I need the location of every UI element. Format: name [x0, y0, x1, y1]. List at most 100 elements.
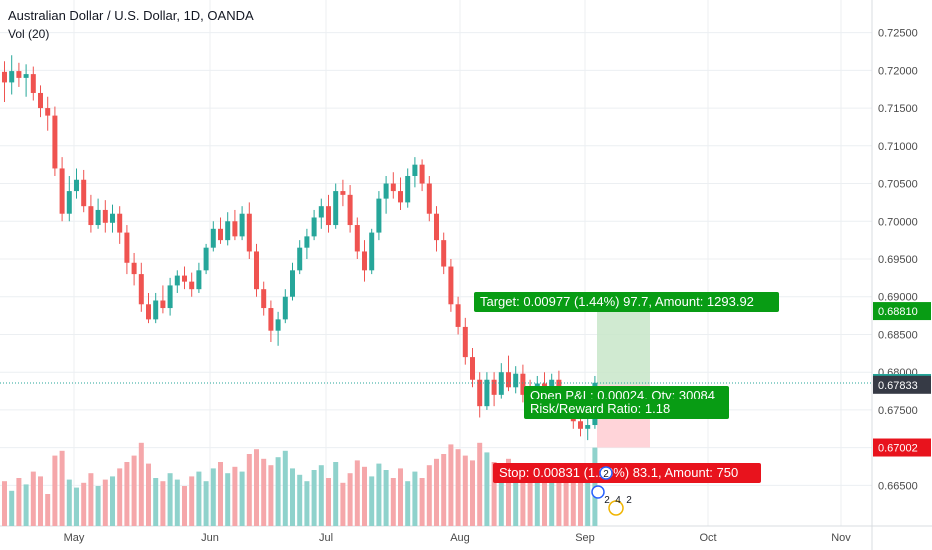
stop-label-bg[interactable] [493, 463, 761, 483]
candle-body[interactable] [218, 228, 223, 241]
candle-body[interactable] [45, 108, 51, 116]
flag-icon[interactable] [591, 485, 605, 499]
candle-body[interactable] [196, 270, 202, 290]
price-tag-label: 0.67833 [878, 380, 918, 392]
volume-bar [9, 490, 15, 526]
volume-indicator-label[interactable]: Vol (20) [8, 27, 50, 41]
candle-body[interactable] [405, 175, 411, 203]
candle-body[interactable] [88, 206, 94, 226]
flag-icon[interactable] [608, 500, 624, 516]
volume-bar [513, 468, 519, 526]
candle-body[interactable] [232, 221, 238, 237]
candle-body[interactable] [95, 209, 101, 226]
candle-body[interactable] [333, 191, 339, 226]
candle-body[interactable] [318, 206, 324, 218]
candle-body[interactable] [462, 326, 468, 358]
candle-body[interactable] [434, 213, 439, 241]
candle-body[interactable] [290, 270, 295, 297]
candle-body[interactable] [419, 164, 425, 184]
candle-body[interactable] [578, 421, 583, 429]
x-tick-label: Jul [319, 532, 333, 544]
target-zone[interactable] [597, 311, 650, 385]
price-tag-dark[interactable] [873, 375, 931, 394]
risk-reward-label-bg[interactable] [524, 399, 729, 419]
candle-body[interactable] [131, 262, 137, 275]
candle-body[interactable] [210, 228, 216, 248]
candle-body[interactable] [362, 251, 367, 271]
price-tag-target[interactable] [873, 302, 931, 321]
candle-body[interactable] [304, 236, 310, 248]
candle-body[interactable] [160, 300, 166, 309]
candle-body[interactable] [102, 209, 108, 223]
candle-body[interactable] [340, 191, 346, 195]
candle-body[interactable] [261, 289, 267, 309]
candle-body[interactable] [513, 373, 519, 388]
candle-body[interactable] [477, 379, 483, 407]
candle-body[interactable] [189, 281, 195, 290]
volume-bar [304, 481, 310, 526]
candle-body[interactable] [491, 379, 497, 395]
candle-body[interactable] [585, 425, 591, 429]
candle-body[interactable] [426, 183, 432, 214]
candle-body[interactable] [390, 183, 396, 192]
volume-bar [448, 444, 454, 526]
candle-body[interactable] [297, 247, 303, 271]
candle-body[interactable] [254, 251, 259, 290]
candle-body[interactable] [376, 198, 382, 233]
candle-body[interactable] [38, 92, 43, 109]
candle-body[interactable] [239, 213, 245, 237]
candle-body[interactable] [153, 300, 159, 320]
candle-body[interactable] [52, 115, 58, 169]
candle-body[interactable] [23, 74, 29, 78]
candle-body[interactable] [117, 213, 123, 233]
price-tag-stop[interactable] [873, 438, 931, 457]
candle-body[interactable] [138, 274, 144, 305]
candle-body[interactable] [81, 179, 87, 207]
candle-body[interactable] [66, 191, 72, 214]
y-tick-label: 0.72500 [878, 28, 918, 40]
volume-bar [333, 462, 339, 526]
event-marker-count: 2 [604, 495, 610, 506]
candle-body[interactable] [448, 266, 454, 305]
candle-body[interactable] [412, 164, 418, 176]
candle-body[interactable] [498, 372, 504, 395]
candle-body[interactable] [398, 191, 403, 203]
candle-body[interactable] [16, 71, 22, 78]
candle-body[interactable] [470, 357, 475, 380]
candle-body[interactable] [59, 168, 65, 214]
candle-body[interactable] [246, 213, 252, 252]
y-tick-label: 0.70000 [878, 216, 918, 228]
candle-body[interactable] [275, 319, 281, 331]
candle-body[interactable] [369, 232, 375, 271]
candle-body[interactable] [167, 285, 173, 309]
target-label-bg[interactable] [474, 292, 779, 312]
candle-body[interactable] [326, 206, 331, 226]
candle-body[interactable] [549, 379, 555, 392]
plot-area[interactable] [0, 0, 872, 526]
candle-body[interactable] [383, 183, 389, 199]
candle-body[interactable] [441, 240, 447, 267]
candle-body[interactable] [354, 225, 360, 252]
candle-body[interactable] [174, 275, 180, 286]
candle-body[interactable] [455, 304, 461, 327]
candle-body[interactable] [225, 221, 231, 241]
candle-body[interactable] [9, 71, 15, 83]
candle-body[interactable] [203, 247, 209, 271]
candle-body[interactable] [506, 372, 511, 388]
event-marker[interactable] [599, 466, 613, 480]
candle-body[interactable] [282, 296, 288, 320]
candle-body[interactable] [347, 194, 353, 226]
candle-body[interactable] [2, 71, 7, 83]
candle-body[interactable] [30, 74, 36, 93]
candle-body[interactable] [182, 275, 187, 282]
candle-body[interactable] [520, 373, 526, 395]
candle-body[interactable] [124, 232, 130, 263]
candle-body[interactable] [268, 308, 274, 331]
volume-bar [318, 465, 324, 526]
candle-body[interactable] [110, 213, 115, 223]
candle-body[interactable] [484, 379, 490, 407]
candle-body[interactable] [146, 304, 151, 320]
candle-body[interactable] [74, 179, 79, 192]
candle-body[interactable] [311, 217, 317, 237]
